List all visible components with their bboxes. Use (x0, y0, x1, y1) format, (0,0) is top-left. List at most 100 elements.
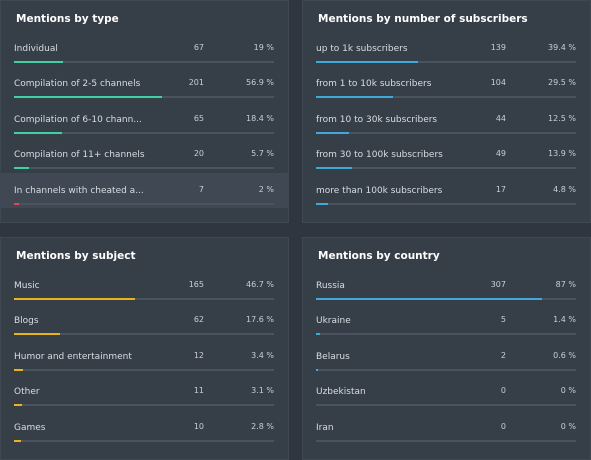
progress-fill (316, 333, 320, 336)
rows-list: Individual 67 19 % Compilation of 2-5 chann… (1, 31, 288, 208)
progress-track (316, 96, 576, 99)
progress-fill (316, 61, 419, 63)
row-percent: 39.4 % (548, 43, 576, 52)
stat-row[interactable]: Blogs 62 17.6 % (1, 303, 288, 338)
stat-row[interactable]: from 10 to 30k subscribers 44 12.5 % (303, 102, 590, 137)
row-percent: 0.6 % (553, 350, 576, 360)
progress-track (14, 61, 274, 63)
row-label: from 10 to 30k subscribers (316, 114, 438, 125)
progress-track (316, 404, 576, 407)
row-label: Individual (14, 44, 58, 54)
progress-fill (14, 131, 62, 134)
row-label: Music (14, 281, 40, 291)
mentions-by-subscribers-panel: Mentions by number of subscribers up to … (302, 0, 591, 223)
stat-row[interactable]: from 30 to 100k subscribers 49 13.9 % (303, 137, 590, 172)
row-percent: 12.5 % (548, 113, 576, 123)
stat-row[interactable]: Ukraine 5 1.4 % (303, 303, 590, 338)
stat-row[interactable]: Iran 0 0 % (303, 410, 590, 445)
progress-fill (14, 298, 136, 300)
stat-row[interactable]: more than 100k subscribers 17 4.8 % (303, 173, 590, 208)
row-percent: 5.7 % (251, 149, 274, 159)
row-count: 62 (193, 315, 204, 325)
progress-fill (14, 368, 23, 371)
stat-row[interactable]: Compilation of 2-5 channels 201 56.9 % (1, 66, 288, 101)
row-count: 20 (193, 149, 204, 159)
stat-row[interactable]: Humor and entertainment 12 3.4 % (1, 339, 288, 374)
panel-title: Mentions by type (16, 13, 119, 25)
row-percent: 4.8 % (553, 184, 576, 194)
progress-track (316, 368, 576, 371)
row-percent: 3.4 % (251, 350, 274, 360)
row-count: 0 (500, 386, 506, 396)
stat-row[interactable]: Music 165 46.7 % (1, 268, 288, 303)
row-label: more than 100k subscribers (316, 185, 443, 196)
row-label: Compilation of 11+ channels (14, 150, 145, 161)
row-count: 0 (500, 421, 506, 431)
row-label: Uzbekistan (316, 387, 366, 398)
progress-track (316, 333, 576, 336)
stat-row[interactable]: up to 1k subscribers 139 39.4 % (303, 31, 590, 66)
progress-fill (14, 96, 162, 99)
row-count: 17 (495, 184, 506, 194)
progress-fill (14, 439, 22, 442)
progress-track (316, 131, 576, 134)
row-count: 7 (198, 184, 204, 194)
row-count: 65 (193, 113, 204, 123)
row-label: Games (14, 422, 46, 433)
row-count: 67 (193, 43, 204, 52)
stat-row[interactable]: Other 11 3.1 % (1, 374, 288, 409)
row-label: Other (14, 387, 40, 398)
row-label: from 1 to 10k subscribers (316, 79, 432, 90)
row-count: 10 (193, 421, 204, 431)
progress-track (14, 368, 274, 371)
stat-row[interactable]: Games 10 2.8 % (1, 410, 288, 445)
row-label: Humor and entertainment (14, 351, 132, 362)
stat-row[interactable]: Uzbekistan 0 0 % (303, 374, 590, 409)
row-percent: 1.4 % (553, 315, 576, 325)
stat-row[interactable]: Compilation of 6-10 chann... 65 18.4 % (1, 102, 288, 137)
progress-track (14, 96, 274, 99)
progress-fill (316, 96, 393, 99)
progress-track (14, 131, 274, 134)
stat-row[interactable]: Belarus 2 0.6 % (303, 339, 590, 374)
progress-track (14, 439, 274, 442)
stat-row[interactable]: Individual 67 19 % (1, 31, 288, 66)
row-label: Russia (316, 281, 345, 291)
row-label: Compilation of 2-5 channels (14, 79, 141, 90)
row-count: 201 (188, 78, 204, 88)
mentions-by-type-panel: Mentions by type Individual 67 19 % Compila… (0, 0, 289, 223)
row-label: Iran (316, 422, 334, 433)
progress-fill (14, 333, 60, 336)
panel-title: Mentions by number of subscribers (318, 13, 528, 25)
progress-fill (316, 202, 329, 205)
row-percent: 2 % (258, 184, 274, 194)
progress-track (316, 439, 576, 442)
panel-title: Mentions by subject (16, 250, 136, 262)
row-percent: 19 % (253, 43, 274, 52)
progress-fill (316, 368, 318, 371)
row-percent: 56.9 % (246, 78, 274, 88)
stat-row[interactable]: In channels with cheated a... 7 2 % (1, 172, 288, 208)
progress-track (316, 61, 576, 63)
progress-fill (316, 167, 353, 170)
panel-title: Mentions by country (318, 250, 440, 262)
row-label: In channels with cheated a... (14, 185, 144, 196)
progress-track (14, 333, 274, 336)
row-count: 5 (500, 315, 506, 325)
progress-track (316, 167, 576, 170)
mentions-by-country-panel: Mentions by country Russia 307 87 % Ukraine… (302, 237, 591, 460)
progress-fill (316, 298, 543, 300)
row-percent: 87 % (555, 280, 576, 289)
stat-row[interactable]: Compilation of 11+ channels 20 5.7 % (1, 137, 288, 172)
row-count: 139 (490, 43, 506, 52)
row-count: 2 (500, 350, 506, 360)
row-percent: 2.8 % (251, 421, 274, 431)
row-count: 12 (193, 350, 204, 360)
progress-track (14, 202, 274, 205)
progress-fill (14, 202, 20, 205)
stat-row[interactable]: from 1 to 10k subscribers 104 29.5 % (303, 66, 590, 101)
rows-list: Music 165 46.7 % Blogs 62 17.6 % Humor and ent… (1, 268, 288, 445)
stat-row[interactable]: Russia 307 87 % (303, 268, 590, 303)
row-percent: 13.9 % (548, 149, 576, 159)
rows-list: up to 1k subscribers 139 39.4 % from 1 to 1… (303, 31, 590, 208)
